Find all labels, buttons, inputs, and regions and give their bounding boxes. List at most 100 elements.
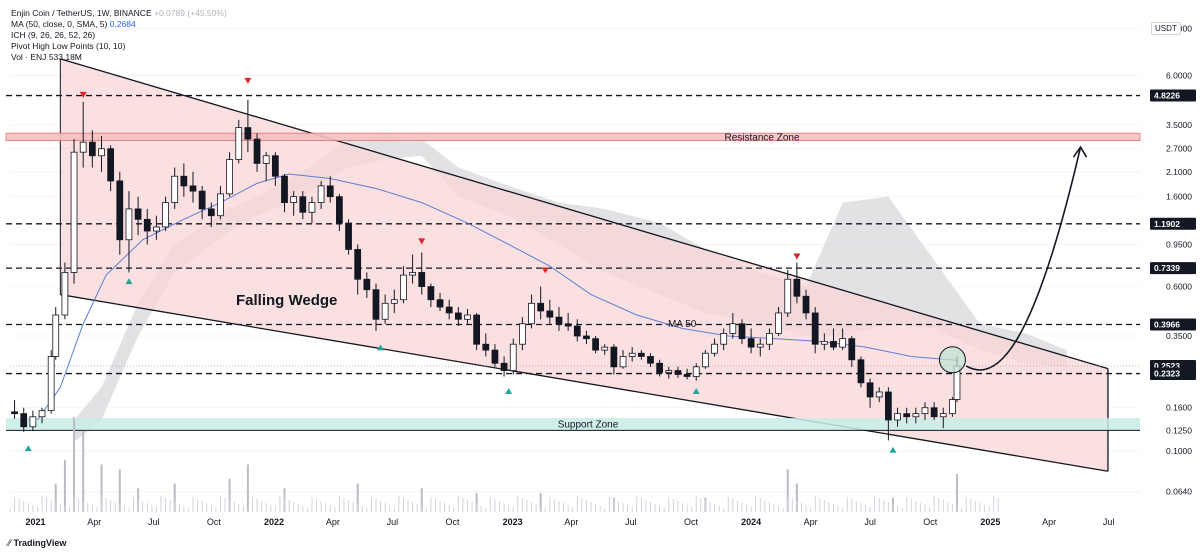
volume-bar-minor: [416, 504, 418, 512]
volume-bar-minor: [110, 500, 112, 512]
candle-body: [271, 155, 279, 177]
candle-body: [930, 407, 938, 418]
volume-bar-minor: [915, 501, 917, 512]
volume-bar-minor: [96, 507, 98, 512]
candle-body: [162, 202, 169, 228]
volume-bar-minor: [444, 503, 446, 512]
candle-body: [52, 314, 60, 357]
volume-bar-minor: [595, 504, 597, 512]
volume-bar-minor: [526, 500, 528, 512]
pivot-low-marker: [692, 388, 700, 395]
volume-bar-minor: [128, 508, 130, 512]
volume-bar-minor: [906, 497, 908, 512]
volume-bar-minor: [988, 507, 990, 512]
volume-bar-minor: [357, 504, 359, 512]
candle-body: [107, 148, 115, 182]
volume-bar-minor: [348, 500, 350, 512]
volume-bar-minor: [412, 502, 414, 512]
time-axis-tick: Oct: [923, 517, 938, 527]
currency-unit-label[interactable]: USDT: [1151, 22, 1181, 35]
volume-legend-label[interactable]: Vol · ENJ: [11, 52, 47, 62]
volume-bar: [246, 464, 249, 512]
volume-bar-minor: [540, 506, 542, 512]
volume-bar-minor: [325, 503, 327, 512]
volume-bar-minor: [549, 497, 551, 512]
candle-body: [702, 352, 709, 368]
volume-bar-minor: [819, 498, 821, 512]
volume-bar-minor: [718, 506, 720, 512]
volume-bar-minor: [480, 506, 482, 512]
candle-body: [262, 155, 270, 164]
time-axis-tick: Jul: [864, 517, 876, 527]
volume-bar-minor: [961, 508, 963, 512]
volume-bar-minor: [466, 500, 468, 512]
volume-bar-minor: [448, 505, 450, 512]
ma-legend-label[interactable]: MA (50, close, 0, SMA, 5): [11, 19, 108, 29]
ichimoku-legend-label[interactable]: ICH (9, 26, 26, 52, 26): [11, 30, 96, 40]
ma50-chart-label: MA 50: [668, 319, 697, 330]
volume-bar-minor: [329, 505, 331, 512]
volume-bar-minor: [219, 496, 221, 512]
volume-bar-minor: [956, 506, 958, 512]
volume-bar-minor: [828, 502, 830, 512]
tradingview-logo[interactable]: ⁄⁄ TradingView: [8, 538, 66, 548]
volume-bar-minor: [764, 500, 766, 512]
candle-body: [244, 127, 252, 140]
candle-body: [290, 196, 298, 204]
candles: [11, 99, 961, 441]
candle-body: [363, 278, 371, 291]
price-level-badge: [1150, 217, 1196, 230]
volume-bar-minor: [965, 497, 967, 512]
volume-bar-minor: [311, 497, 313, 512]
pivot-legend-label[interactable]: Pivot High Low Points (10, 10): [11, 41, 126, 51]
volume-bar-minor: [27, 503, 29, 512]
time-axis-tick: Apr: [87, 517, 101, 527]
volume-bar-minor: [82, 501, 84, 512]
volume-bar-minor: [114, 502, 116, 512]
time-axis-tick: 2023: [503, 517, 523, 527]
price-axis: 10.00006.00003.50002.70002.10001.60000.9…: [1150, 24, 1196, 497]
volume-bar-minor: [462, 498, 464, 512]
candle-body: [885, 391, 892, 421]
candle-body: [866, 382, 874, 398]
candle-body: [921, 407, 929, 415]
volume-bar-minor: [306, 508, 308, 512]
candle-body: [491, 349, 499, 364]
volume-bar-minor: [146, 503, 148, 512]
volume-bar-minor: [59, 504, 61, 512]
volume-bar-minor: [512, 507, 514, 512]
candle-body: [11, 411, 18, 415]
volume-bar-minor: [302, 506, 304, 512]
candle-body: [207, 208, 215, 217]
volume-bar-minor: [9, 508, 11, 512]
volume-bar: [63, 459, 66, 512]
volume-bar-minor: [846, 497, 848, 512]
candle-body: [875, 391, 883, 398]
candle-body: [537, 302, 545, 312]
volume-bar-minor: [796, 501, 798, 512]
candle-body: [29, 416, 37, 428]
volume-bar-minor: [837, 506, 839, 512]
volume-bar-minor: [251, 497, 253, 512]
candle-body: [592, 338, 599, 351]
volume-bar-minor: [933, 496, 935, 512]
volume-bar-minor: [343, 498, 345, 512]
volume-bar-minor: [640, 498, 642, 512]
volume-bar-minor: [425, 508, 427, 512]
volume-bar-minor: [261, 501, 263, 512]
price-axis-tick: 0.0640: [1166, 487, 1192, 497]
candle-body: [38, 410, 46, 418]
volume-bar-minor: [402, 498, 404, 512]
price-axis-tick: 0.1600: [1166, 403, 1192, 413]
volume-bar-minor: [741, 503, 743, 512]
horizontal-levels: [6, 94, 1140, 375]
volume-bar-minor: [119, 504, 121, 512]
volume-bar-minor: [503, 503, 505, 512]
volume-bar-minor: [265, 503, 267, 512]
candle-body: [390, 299, 398, 304]
volume-bar-minor: [242, 506, 244, 512]
ma-legend-value: 0.2684: [109, 19, 136, 29]
candle-body: [637, 352, 645, 357]
ma50-line: [37, 173, 958, 421]
